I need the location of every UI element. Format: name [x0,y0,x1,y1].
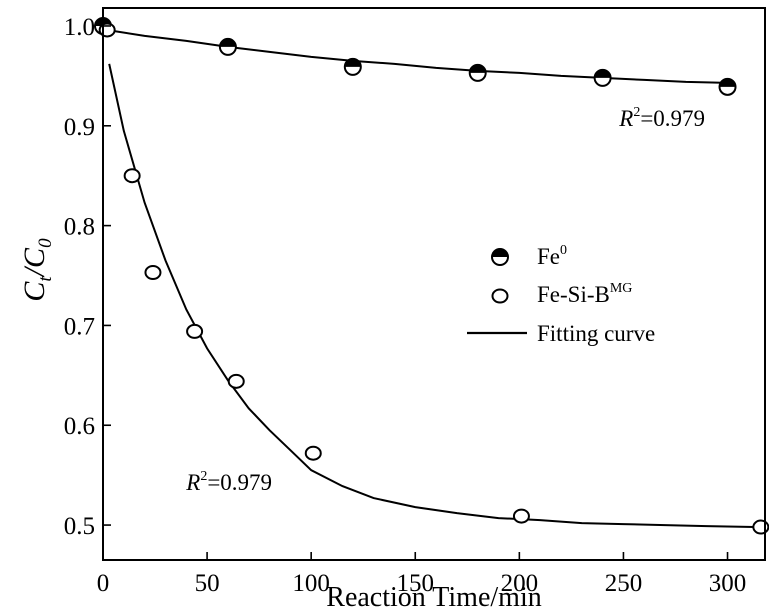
x-tick-label: 50 [195,570,220,597]
legend-label-fit: Fitting curve [537,321,655,346]
y-tick-label: 0.8 [64,214,95,241]
r-squared-value: =0.979 [207,470,272,495]
point-fesib [304,445,322,461]
y-tick-label: 0.6 [64,413,95,440]
x-tick-label: 100 [292,570,330,597]
r-squared-label-fe0: R2=0.979 [618,105,705,131]
r-squared-sup: 2 [633,105,640,120]
axis-ticks: 0 50 100 150 200 250 300 0.5 0.6 0.7 0.8 0.9 1.0 [64,14,747,597]
point-fesib [512,508,530,524]
point-fe0 [343,57,362,76]
r-squared-letter: R [185,470,200,495]
y-axis-title-c: C [18,281,51,302]
legend-item-fe0: Fe0 [491,243,567,269]
r-squared-letter: R [618,106,633,131]
y-axis-title-mid: /C [18,247,51,278]
point-fesib [123,168,141,184]
y-axis-title: Ct/C0 [18,238,56,302]
x-tick-label: 250 [605,570,643,597]
point-fe0 [593,68,612,87]
point-fesib [752,519,769,535]
point-fesib [144,265,162,281]
point-fe0 [218,37,237,56]
fit-curve-fe0 [107,29,728,84]
legend-item-fit: Fitting curve [467,321,655,346]
legend-marker-fesib [491,288,509,304]
legend-label-fe0-sup: 0 [560,243,567,258]
y-axis-title-sub-t: t [35,276,56,282]
legend-label-fe0-text: Fe [537,244,560,269]
legend-label-fesib: Fe-Si-BMG [537,281,632,307]
legend-marker-fe0-circle [491,248,509,266]
legend-label-fesib-sup: MG [610,281,633,296]
y-tick-label: 0.9 [64,114,95,141]
plot-frame [102,7,766,561]
data-points [94,16,769,535]
y-axis-title-sub-0: 0 [35,238,56,248]
point-fesib [186,323,204,339]
y-tick-label: 0.7 [64,313,95,340]
point-fe0 [468,63,487,82]
legend: Fe0 Fe-Si-BMG Fitting curve [467,243,655,346]
legend-marker-fe0 [491,248,509,266]
x-tick-label: 150 [397,570,435,597]
x-tick-label: 200 [501,570,539,597]
legend-marker-fesib-circle [491,288,509,304]
fit-curve-fesib [108,63,761,529]
y-tick-label: 1.0 [64,14,95,41]
x-tick-label: 300 [709,570,747,597]
x-tick-label: 0 [97,570,110,597]
r-squared-value: =0.979 [640,106,705,131]
legend-label-fesib-text: Fe-Si-B [537,282,610,307]
r-squared-label-fesib: R2=0.979 [185,469,272,495]
point-fesib [227,373,245,389]
point-fe0 [718,77,737,96]
legend-label-fe0: Fe0 [537,243,567,269]
r-squared-sup: 2 [200,469,207,484]
fit-curves [107,29,761,529]
legend-item-fesib: Fe-Si-BMG [491,281,632,307]
x-axis-title: Reaction Time/min [326,582,541,613]
y-tick-label: 0.5 [64,513,95,540]
